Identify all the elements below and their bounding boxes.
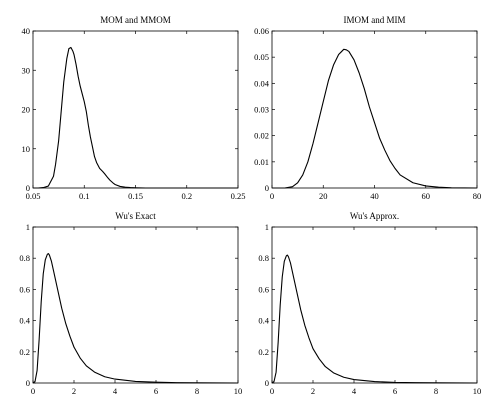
y-tick-label-0-2: 0.2 bbox=[19, 347, 30, 357]
y-tick-label-0-6: 0.6 bbox=[19, 284, 30, 294]
y-tick-label-0: 0 bbox=[265, 183, 269, 193]
plot-frame bbox=[32, 30, 239, 189]
x-tick-label-4: 4 bbox=[352, 386, 357, 396]
x-tick-label-4: 4 bbox=[113, 386, 118, 396]
y-tick-label-0-8: 0.8 bbox=[19, 253, 30, 263]
y-tick-label-0-4: 0.4 bbox=[19, 316, 30, 326]
y-tick-label-30: 30 bbox=[22, 65, 31, 75]
x-tick-label-10: 10 bbox=[234, 386, 243, 396]
y-tick-label-0: 0 bbox=[26, 378, 30, 388]
y-tick-label-0-01: 0.01 bbox=[254, 157, 269, 167]
density-curve-1 bbox=[33, 46, 238, 189]
chart-panel-3: Wu's Exact 0 2 4 6 8 10 0 0.2 0.4 0.6 0.8 1 bbox=[19, 211, 242, 396]
y-tick-label-1: 1 bbox=[26, 222, 30, 232]
x-tick-label-20: 20 bbox=[319, 191, 328, 201]
x-tick-label-8: 8 bbox=[434, 386, 438, 396]
density-curve-1 bbox=[271, 254, 478, 384]
x-tick-label-0-15: 0.15 bbox=[128, 191, 143, 201]
y-tick-label-0-02: 0.02 bbox=[254, 131, 269, 141]
y-tick-label-0-8: 0.8 bbox=[258, 253, 269, 263]
y-tick-label-1: 1 bbox=[265, 222, 269, 232]
y-tick-label-0-05: 0.05 bbox=[254, 52, 269, 62]
chart-panel-2: IMOM and MIM 0 20 40 60 80 0 0.01 0.02 0.03 0.04 0.… bbox=[254, 15, 481, 201]
y-tick-label-0-03: 0.03 bbox=[254, 105, 269, 115]
x-tick-label-2: 2 bbox=[72, 386, 76, 396]
plot-frame bbox=[32, 226, 239, 384]
plot-frame bbox=[271, 226, 478, 384]
y-tick-label-0-2: 0.2 bbox=[258, 347, 269, 357]
y-tick-label-0: 0 bbox=[265, 378, 269, 388]
x-tick-label-40: 40 bbox=[370, 191, 379, 201]
x-tick-label-10: 10 bbox=[473, 386, 482, 396]
x-tick-label-0-25: 0.25 bbox=[231, 191, 246, 201]
chart-title: Wu's Approx. bbox=[350, 211, 399, 221]
y-tick-label-0-6: 0.6 bbox=[258, 284, 269, 294]
chart-panel-1: MOM and MMOM 0.05 0.1 0.15 0.2 0.25 0 10 20 30 40 bbox=[22, 15, 246, 201]
x-tick-label-60: 60 bbox=[422, 191, 431, 201]
density-curve-1 bbox=[272, 48, 478, 189]
chart-title: MOM and MMOM bbox=[100, 15, 171, 25]
x-tick-label-0-1: 0.1 bbox=[79, 191, 90, 201]
y-tick-label-10: 10 bbox=[22, 144, 31, 154]
density-curve-1 bbox=[32, 252, 239, 384]
x-tick-label-2: 2 bbox=[311, 386, 315, 396]
x-tick-label-6: 6 bbox=[154, 386, 158, 396]
y-tick-label-20: 20 bbox=[22, 105, 31, 115]
y-tick-label-0: 0 bbox=[26, 183, 30, 193]
x-tick-label-8: 8 bbox=[195, 386, 199, 396]
chart-panel-4: Wu's Approx. 0 2 4 6 8 10 0 0.2 0.4 0.6 0.8 1 bbox=[258, 211, 481, 396]
y-tick-label-0-04: 0.04 bbox=[254, 78, 270, 88]
y-tick-label-0-4: 0.4 bbox=[258, 316, 269, 326]
x-tick-label-0-2: 0.2 bbox=[181, 191, 192, 201]
x-tick-label-80: 80 bbox=[473, 191, 482, 201]
x-tick-label-0: 0 bbox=[270, 386, 274, 396]
y-tick-label-40: 40 bbox=[22, 26, 31, 36]
x-tick-label-0: 0 bbox=[270, 191, 274, 201]
chart-title: Wu's Exact bbox=[115, 211, 156, 221]
x-tick-label-0-05: 0.05 bbox=[26, 191, 41, 201]
plot-frame bbox=[271, 30, 478, 189]
x-tick-label-0: 0 bbox=[31, 386, 35, 396]
x-tick-label-6: 6 bbox=[393, 386, 397, 396]
y-tick-label-0-06: 0.06 bbox=[254, 26, 269, 36]
chart-title: IMOM and MIM bbox=[344, 15, 406, 25]
